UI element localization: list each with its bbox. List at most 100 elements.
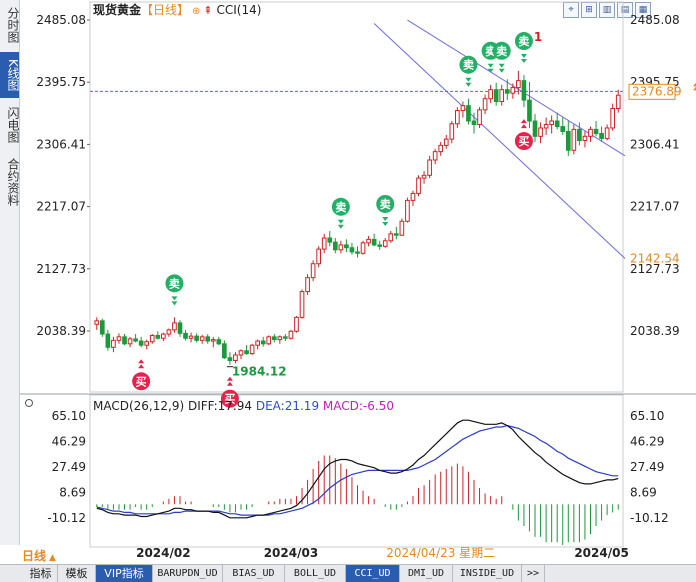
sell-signal-marker[interactable] xyxy=(165,274,184,293)
candle-body[interactable] xyxy=(516,80,521,89)
candle-body[interactable] xyxy=(288,330,294,339)
candle-body[interactable] xyxy=(166,329,172,335)
candle-body[interactable] xyxy=(155,334,161,339)
sidebar-tab-contract-info[interactable]: 合约资料 xyxy=(6,158,20,206)
sidebar-tab-kline[interactable]: K线图 xyxy=(0,52,20,98)
bottom-tab[interactable]: INSIDE_UD xyxy=(453,565,522,582)
candle-body[interactable] xyxy=(499,89,505,103)
sell-signal-marker[interactable] xyxy=(376,194,395,213)
candle-body[interactable] xyxy=(477,109,482,125)
candle-body[interactable] xyxy=(438,144,444,153)
bottom-tab[interactable]: BARUPDN_UD xyxy=(153,565,223,582)
candle-body[interactable] xyxy=(316,248,321,265)
indicator-label[interactable]: CCI(14) xyxy=(216,3,262,17)
candle-body[interactable] xyxy=(161,333,166,339)
candle-body[interactable] xyxy=(577,128,582,142)
candle-body[interactable] xyxy=(194,335,199,341)
candle-body[interactable] xyxy=(249,344,255,355)
candle-body[interactable] xyxy=(543,123,549,129)
candle-body[interactable] xyxy=(593,128,599,135)
candle-body[interactable] xyxy=(216,339,222,345)
candle-body[interactable] xyxy=(504,89,510,94)
candle-body[interactable] xyxy=(482,98,488,111)
candle-body[interactable] xyxy=(521,80,527,101)
candle-body[interactable] xyxy=(349,247,355,253)
candle-body[interactable] xyxy=(394,233,399,236)
candle-body[interactable] xyxy=(299,291,305,318)
candle-body[interactable] xyxy=(571,128,577,151)
candle-body[interactable] xyxy=(549,120,554,125)
candle-body[interactable] xyxy=(327,237,333,243)
bottom-tab[interactable]: CCI_UD xyxy=(346,565,400,582)
pin-icon[interactable]: ⇞ xyxy=(203,4,213,17)
candle-body[interactable] xyxy=(294,316,299,332)
buy-signal-marker[interactable] xyxy=(514,132,533,151)
candle-body[interactable] xyxy=(305,277,310,293)
candle-body[interactable] xyxy=(266,336,272,345)
candle-body[interactable] xyxy=(455,110,460,125)
candle-body[interactable] xyxy=(99,320,105,335)
candle-body[interactable] xyxy=(460,105,466,112)
candle-body[interactable] xyxy=(360,242,366,254)
bottom-tab[interactable]: BOLL_UD xyxy=(285,565,346,582)
candle-body[interactable] xyxy=(122,336,127,345)
candle-body[interactable] xyxy=(222,343,227,359)
candle-body[interactable] xyxy=(443,138,449,146)
candle-body[interactable] xyxy=(421,174,427,179)
bottom-tab[interactable]: VIP指标 xyxy=(96,565,153,582)
bottom-tab[interactable]: DMI_UD xyxy=(400,565,453,582)
candle-body[interactable] xyxy=(560,126,566,132)
settings-icon[interactable]: ▦ xyxy=(635,2,651,18)
gear-icon[interactable] xyxy=(25,399,33,407)
candle-body[interactable] xyxy=(527,99,532,122)
candle-body[interactable] xyxy=(538,127,543,137)
candle-body[interactable] xyxy=(172,322,177,331)
candle-body[interactable] xyxy=(244,350,249,355)
candle-body[interactable] xyxy=(532,120,538,137)
buy-signal-marker[interactable] xyxy=(220,389,239,408)
split-icon[interactable]: ▥ xyxy=(599,2,615,18)
candle-body[interactable] xyxy=(227,357,233,362)
candle-body[interactable] xyxy=(382,240,388,247)
candle-body[interactable] xyxy=(277,336,283,341)
candle-body[interactable] xyxy=(310,263,316,279)
candle-body[interactable] xyxy=(138,340,144,346)
sell-signal-marker[interactable] xyxy=(492,41,511,60)
sell-signal-marker[interactable] xyxy=(459,55,478,74)
sell-signal-marker[interactable] xyxy=(514,32,533,51)
candle-body[interactable] xyxy=(255,340,260,346)
period-label[interactable]: 【日线】 xyxy=(141,3,190,17)
candle-body[interactable] xyxy=(238,350,244,356)
candle-body[interactable] xyxy=(149,334,155,343)
candle-body[interactable] xyxy=(599,133,604,139)
candle-body[interactable] xyxy=(427,159,432,176)
candle-body[interactable] xyxy=(133,338,138,342)
candle-body[interactable] xyxy=(554,120,560,128)
candle-body[interactable] xyxy=(144,341,150,346)
candle-body[interactable] xyxy=(233,354,238,362)
candle-body[interactable] xyxy=(399,220,405,236)
candle-body[interactable] xyxy=(105,333,111,348)
candle-body[interactable] xyxy=(510,87,516,94)
candle-body[interactable] xyxy=(111,339,116,348)
sell-signal-marker[interactable] xyxy=(331,197,350,216)
bottom-tab[interactable]: 指标 xyxy=(24,565,58,582)
candle-body[interactable] xyxy=(177,322,183,334)
candle-body[interactable] xyxy=(604,127,610,139)
candle-body[interactable] xyxy=(493,89,499,103)
candle-body[interactable] xyxy=(371,238,377,246)
candle-body[interactable] xyxy=(127,338,133,345)
candle-body[interactable] xyxy=(260,340,266,345)
candle-body[interactable] xyxy=(416,177,421,194)
candle-body[interactable] xyxy=(183,332,188,339)
candle-body[interactable] xyxy=(344,244,349,249)
candle-body[interactable] xyxy=(338,244,344,251)
candle-body[interactable] xyxy=(565,130,571,151)
candle-body[interactable] xyxy=(410,192,416,201)
bottom-tab[interactable]: 模板 xyxy=(58,565,96,582)
candle-body[interactable] xyxy=(432,151,438,161)
candle-body[interactable] xyxy=(116,336,122,341)
candle-body[interactable] xyxy=(466,105,471,122)
candle-body[interactable] xyxy=(205,336,211,342)
